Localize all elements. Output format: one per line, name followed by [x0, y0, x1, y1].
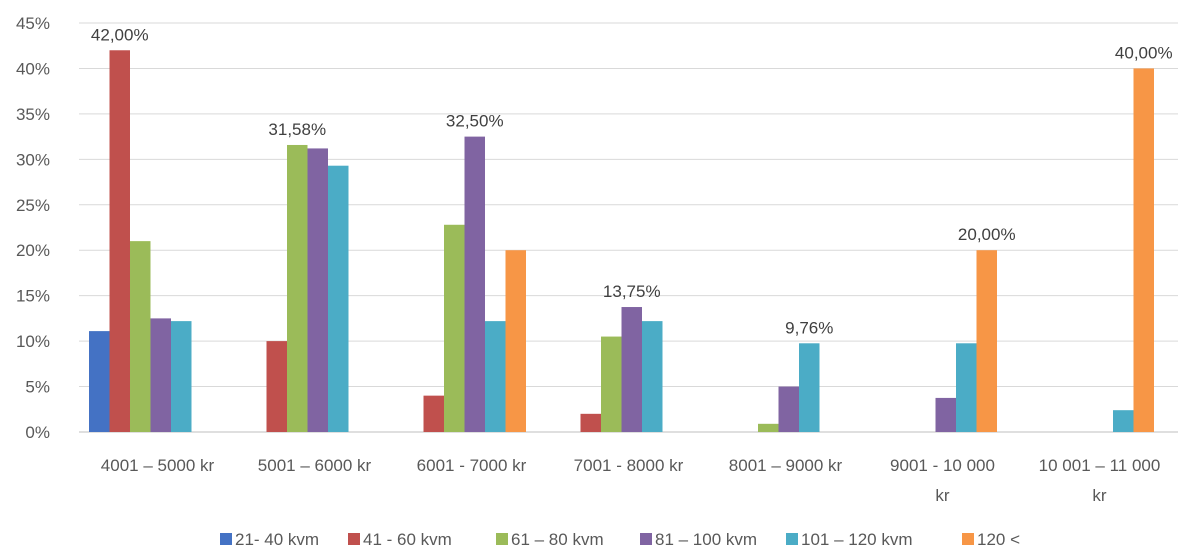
data-label: 9,76%: [785, 318, 833, 337]
y-tick-label: 10%: [16, 332, 50, 351]
y-tick-label: 45%: [16, 14, 50, 33]
bar: [109, 50, 130, 433]
y-axis: 0% 5% 10% 15% 20% 25% 30% 35% 40% 45%: [16, 14, 50, 442]
bar: [601, 336, 622, 432]
data-label: 32,50%: [446, 112, 504, 131]
y-tick-label: 5%: [25, 378, 50, 397]
legend: 21- 40 kvm 41 - 60 kvm 61 – 80 kvm 81 – 100…: [220, 530, 1020, 549]
x-category-label: kr: [1092, 486, 1107, 505]
legend-swatch: [786, 533, 798, 545]
bar: [444, 224, 465, 432]
bar: [423, 395, 444, 432]
y-tick-label: 25%: [16, 196, 50, 215]
bar: [778, 386, 799, 432]
data-labels: 42,00% 31,58% 32,50% 13,75% 9,76% 20,00% 40,00…: [91, 25, 1173, 337]
data-label: 31,58%: [268, 120, 326, 139]
legend-label: 120 <: [977, 530, 1020, 549]
x-category-label: 9001 - 10 000: [890, 456, 995, 475]
data-label: 40,00%: [1115, 43, 1173, 62]
bar: [758, 423, 779, 432]
bar: [799, 343, 820, 432]
bar: [1113, 410, 1134, 432]
x-category-label: 10 001 – 11 000: [1039, 456, 1161, 475]
bar: [505, 250, 526, 432]
bar: [464, 136, 485, 432]
y-tick-label: 15%: [16, 287, 50, 306]
bar: [150, 318, 171, 432]
bar: [485, 321, 506, 432]
legend-swatch: [640, 533, 652, 545]
bar: [130, 241, 151, 432]
legend-label: 21- 40 kvm: [235, 530, 319, 549]
y-tick-label: 20%: [16, 241, 50, 260]
bar: [956, 343, 977, 432]
legend-swatch: [962, 533, 974, 545]
legend-swatch: [220, 533, 232, 545]
x-category-label: 6001 - 7000 kr: [417, 456, 527, 475]
bar: [1133, 68, 1154, 432]
legend-label: 101 – 120 kvm: [801, 530, 913, 549]
legend-swatch: [496, 533, 508, 545]
y-tick-label: 35%: [16, 105, 50, 124]
bar: [266, 341, 287, 432]
bar: [328, 165, 349, 432]
bars: [89, 50, 1154, 433]
x-axis: 4001 – 5000 kr 5001 – 6000 kr 6001 - 7000 …: [101, 456, 1161, 505]
x-category-label: 8001 – 9000 kr: [729, 456, 843, 475]
x-category-label: 7001 - 8000 kr: [574, 456, 684, 475]
legend-label: 41 - 60 kvm: [363, 530, 452, 549]
bar: [287, 144, 308, 432]
bar: [976, 250, 997, 432]
y-tick-label: 30%: [16, 150, 50, 169]
x-category-label: 4001 – 5000 kr: [101, 456, 215, 475]
legend-label: 61 – 80 kvm: [511, 530, 604, 549]
bar: [171, 321, 192, 432]
bar: [621, 307, 642, 432]
data-label: 20,00%: [958, 225, 1016, 244]
bar: [89, 331, 110, 432]
y-tick-label: 0%: [25, 423, 50, 442]
bar: [642, 321, 663, 432]
bar: [307, 148, 328, 432]
y-tick-label: 40%: [16, 59, 50, 78]
legend-swatch: [348, 533, 360, 545]
bar: [935, 397, 956, 432]
x-category-label: 5001 – 6000 kr: [258, 456, 372, 475]
gridlines: [79, 22, 1178, 433]
data-label: 42,00%: [91, 25, 149, 44]
legend-label: 81 – 100 kvm: [655, 530, 757, 549]
x-category-label: kr: [935, 486, 950, 505]
bar: [580, 413, 601, 432]
data-label: 13,75%: [603, 282, 661, 301]
